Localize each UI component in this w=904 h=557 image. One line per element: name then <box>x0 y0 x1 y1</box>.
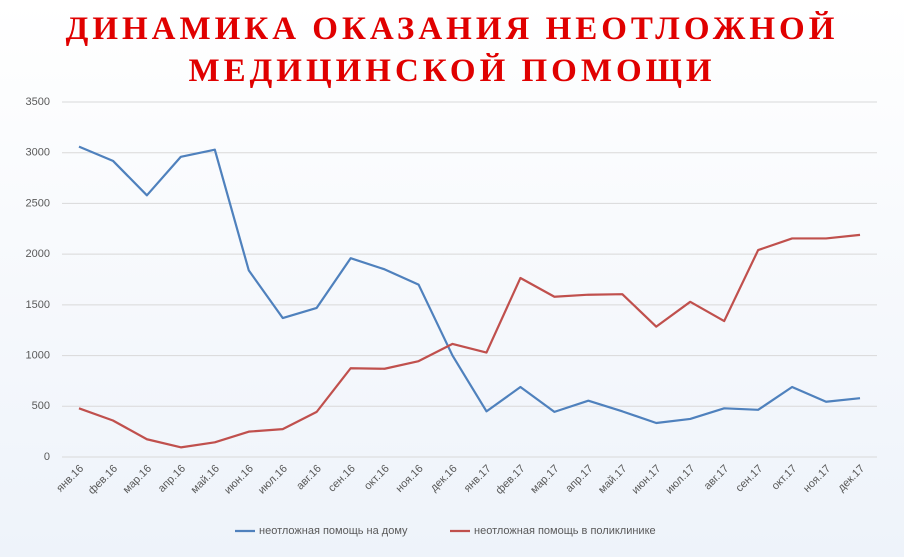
x-tick-label: авг.16 <box>294 463 324 493</box>
data-line <box>78 145 861 425</box>
x-tick-label: дек.17 <box>836 463 868 495</box>
y-tick-label: 0 <box>44 451 50 463</box>
x-tick-label: фев.17 <box>493 463 527 497</box>
x-tick-label: окт.17 <box>769 463 799 493</box>
x-tick-label: ноя.16 <box>394 463 426 495</box>
x-tick-label: ноя.17 <box>801 463 833 495</box>
x-tick-label: дек.16 <box>428 463 460 495</box>
x-tick-label: авг.17 <box>702 463 732 493</box>
x-tick-label: мар.17 <box>528 463 561 496</box>
x-tick-label: сен.17 <box>734 463 766 495</box>
x-tick-label: май.16 <box>189 463 222 496</box>
x-tick-label: июл.17 <box>664 463 698 497</box>
y-tick-label: 2000 <box>26 248 50 260</box>
x-tick-label: июн.16 <box>222 463 256 497</box>
legend-label: неотложная помощь в поликлинике <box>474 525 656 537</box>
data-line <box>78 233 861 449</box>
x-tick-label: июн.17 <box>630 463 664 497</box>
y-tick-label: 2500 <box>26 197 50 209</box>
y-tick-label: 500 <box>32 400 50 412</box>
legend-label: неотложная помощь на дому <box>259 525 408 537</box>
x-tick-label: янв.17 <box>462 463 494 495</box>
x-tick-label: май.17 <box>596 463 629 496</box>
x-tick-label: фев.16 <box>86 463 120 497</box>
y-tick-label: 3500 <box>26 96 50 108</box>
chart-title: ДИНАМИКА ОКАЗАНИЯ НЕОТЛОЖНОЙ МЕДИЦИНСКОЙ… <box>65 11 839 89</box>
y-tick-label: 1500 <box>26 299 50 311</box>
y-tick-label: 3000 <box>26 147 50 159</box>
x-tick-label: апр.17 <box>563 463 595 495</box>
x-tick-label: янв.16 <box>54 463 86 495</box>
x-tick-label: апр.16 <box>156 463 188 495</box>
x-tick-label: сен.16 <box>326 463 358 495</box>
y-tick-label: 1000 <box>26 349 50 361</box>
x-tick-label: июл.16 <box>256 463 290 497</box>
x-tick-label: окт.16 <box>362 463 392 493</box>
x-tick-label: мар.16 <box>121 463 154 496</box>
